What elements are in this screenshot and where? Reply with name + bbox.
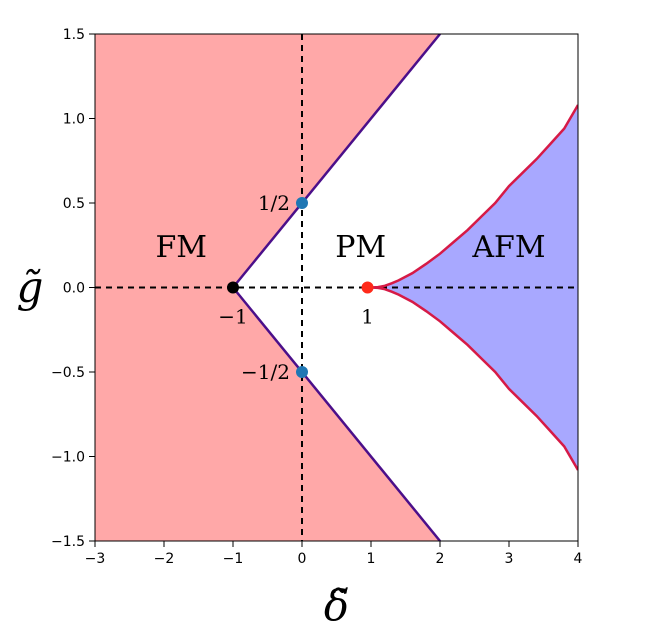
special-point-0: [227, 281, 239, 294]
point-label-0: −1: [218, 305, 247, 329]
boundary-pm-afm-lower: [370, 286, 578, 471]
point-label-1: 1/2: [258, 191, 290, 215]
y-tick-label: −1.0: [51, 450, 85, 466]
x-tick-label: 0: [298, 551, 307, 567]
y-tick-label: 0.0: [63, 281, 85, 297]
y-tick-label: 1.0: [63, 112, 85, 128]
x-tick-label: 1: [367, 551, 376, 567]
boundary-fm-pm-lower: [232, 286, 441, 541]
y-tick-label: 1.5: [63, 27, 85, 43]
boundary-pm-afm-upper: [370, 104, 578, 289]
region-fm: [95, 34, 440, 541]
region-label-pm: PM: [335, 230, 386, 265]
x-tick-label: 3: [505, 551, 514, 567]
region-label-afm: AFM: [471, 230, 545, 265]
point-label-2: −1/2: [241, 360, 290, 384]
special-point-2: [296, 366, 308, 378]
x-tick-label: −1: [223, 551, 244, 567]
y-tick-label: −0.5: [51, 365, 85, 381]
point-label-3: 1: [361, 305, 374, 329]
y-axis-label: g̃: [17, 263, 44, 312]
x-tick-label: −2: [154, 551, 175, 567]
x-tick-label: 2: [436, 551, 445, 567]
boundary-fm-pm-upper: [232, 34, 441, 289]
y-tick-label: −1.5: [51, 534, 85, 550]
x-tick-label: −3: [85, 551, 106, 567]
region-label-fm: FM: [155, 230, 207, 265]
special-point-3: [361, 281, 374, 294]
x-tick-label: 4: [574, 551, 583, 567]
y-tick-label: 0.5: [63, 196, 85, 212]
x-axis-label: δ̃: [324, 581, 349, 630]
special-point-1: [296, 197, 308, 209]
